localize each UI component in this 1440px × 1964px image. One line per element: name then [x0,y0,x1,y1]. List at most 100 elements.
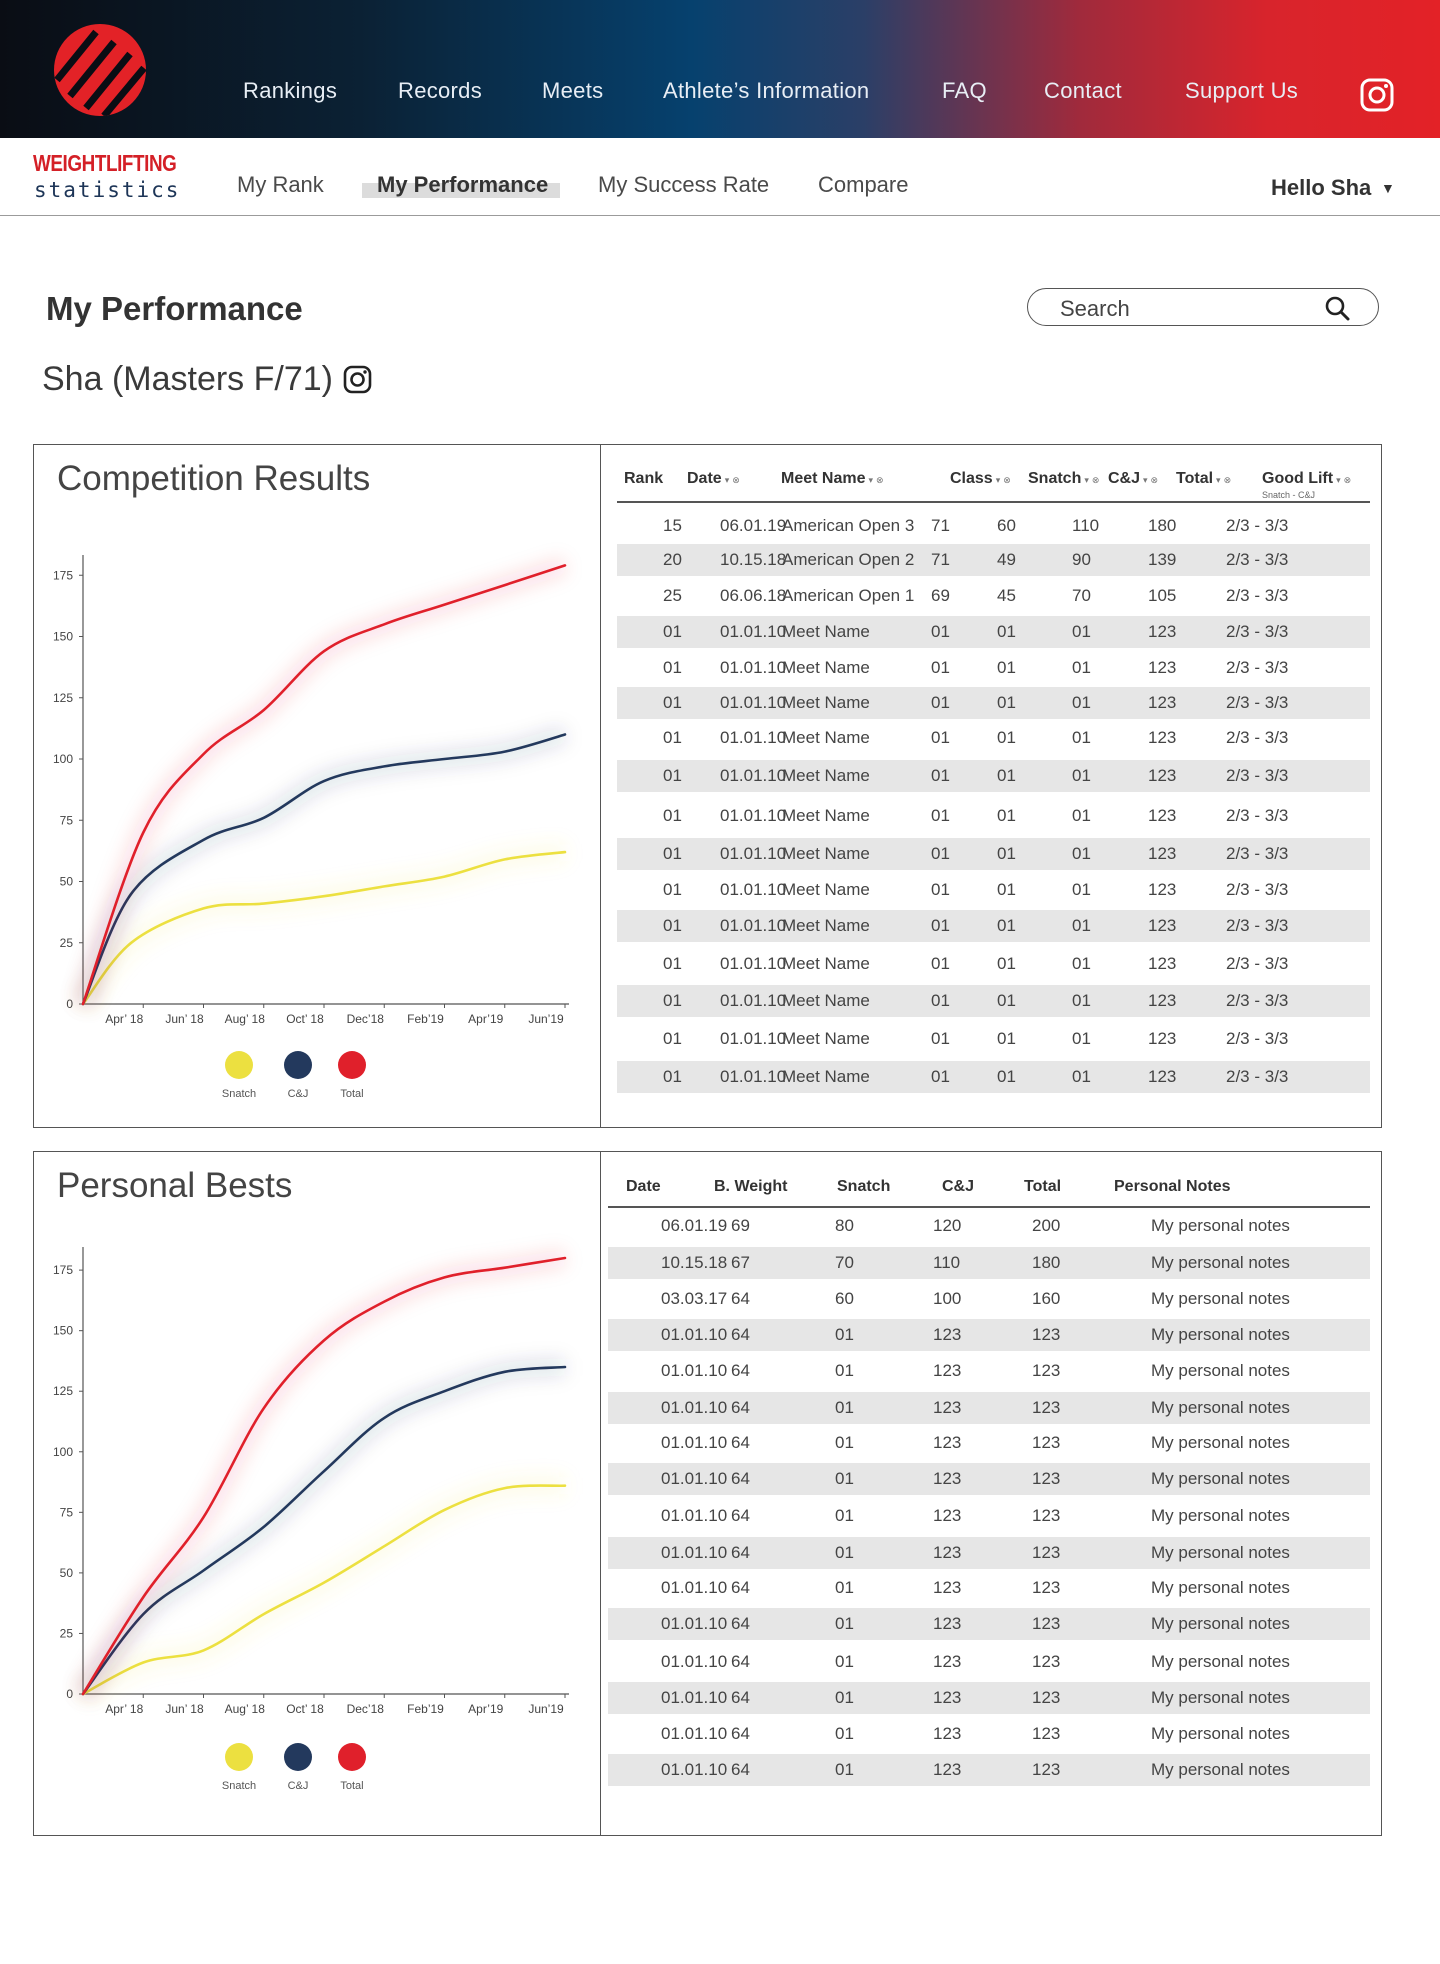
user-greeting[interactable]: Hello Sha [1271,175,1372,200]
table-cell: 01.01.10 [661,1506,728,1525]
table-row[interactable]: 10.15.18 67 70 110 180 My personal notes [608,1247,1370,1279]
table-row[interactable]: 01.01.10 64 01 123 123 My personal notes [608,1463,1370,1495]
table-row[interactable]: 01 01.01.10 Meet Name 01 01 01 123 2/3 - 3/3 [617,800,1370,832]
table-cell: 01 [663,693,682,712]
tab-my-rank[interactable]: My Rank [237,172,324,197]
table-cell: 2/3 - 3/3 [1226,916,1289,935]
col-good-lift[interactable]: Good Lift ▾ ⊗ [1262,470,1352,487]
table-cell: 25 [663,586,682,605]
table-row[interactable]: 01.01.10 64 01 123 123 My personal notes [608,1427,1370,1459]
athlete-name: Sha (Masters F/71) [42,360,333,398]
table-row[interactable]: 01.01.10 64 01 123 123 My personal notes [608,1572,1370,1604]
table-row[interactable]: 01.01.10 64 01 123 123 My personal notes [608,1646,1370,1678]
table-row[interactable]: 01 01.01.10 Meet Name 01 01 01 123 2/3 - 3/3 [617,1023,1370,1055]
tab-my-performance[interactable]: My Performance [377,172,549,197]
x-tick-label: Jun’19 [528,1012,564,1026]
nav-meets[interactable]: Meets [542,78,604,103]
table-row[interactable]: 01.01.10 64 01 123 123 My personal notes [608,1355,1370,1387]
nav-faq[interactable]: FAQ [942,78,987,103]
table-row[interactable]: 03.03.17 64 60 100 160 My personal notes [608,1283,1370,1315]
col-snatch[interactable]: Snatch ▾ ⊗ [1028,470,1100,487]
legend-swatch[interactable] [225,1743,253,1771]
series-line-snatch[interactable] [81,1484,567,1696]
table-row[interactable]: 01.01.10 64 01 123 123 My personal notes [608,1754,1370,1786]
athlete-instagram-icon[interactable] [343,365,372,394]
table-row[interactable]: 01.01.10 64 01 123 123 My personal notes [608,1608,1370,1640]
legend-swatch[interactable] [338,1743,366,1771]
table-cell: 01 [931,658,950,677]
table-cell: 01.01.10 [661,1469,728,1488]
legend-swatch[interactable] [284,1743,312,1771]
tab-my-success-rate[interactable]: My Success Rate [598,172,770,197]
table-row[interactable]: 01 01.01.10 Meet Name 01 01 01 123 2/3 - 3/3 [617,760,1370,792]
nav-support-us[interactable]: Support Us [1185,78,1299,103]
series-line-c-j[interactable] [81,1365,567,1696]
legend-swatch[interactable] [338,1051,366,1079]
col-cj[interactable]: C&J ▾ ⊗ [1108,470,1159,487]
col-rank[interactable]: Rank [624,470,664,487]
col-date[interactable]: Date ▾ ⊗ [687,470,740,487]
col-snatch[interactable]: Snatch [837,1178,891,1195]
legend-swatch[interactable] [284,1051,312,1079]
site-logo-icon[interactable] [52,22,148,118]
table-row[interactable]: 01.01.10 64 01 123 123 My personal notes [608,1537,1370,1569]
x-tick-label: Jun’19 [528,1702,564,1716]
table-row[interactable]: 06.01.19 69 80 120 200 My personal notes [608,1210,1370,1242]
col-body-weight[interactable]: B. Weight [714,1178,788,1195]
table-row[interactable]: 01 01.01.10 Meet Name 01 01 01 123 2/3 - 3/3 [617,652,1370,684]
table-row[interactable]: 15 06.01.19 American Open 3 71 60 110 180 2/3 -… [617,510,1370,542]
search-icon[interactable] [1324,295,1350,321]
x-tick-label: Aug’ 18 [225,1702,266,1716]
table-row[interactable]: 01 01.01.10 Meet Name 01 01 01 123 2/3 - 3/3 [617,948,1370,980]
user-menu-caret-icon[interactable]: ▼ [1381,180,1395,196]
col-meet-name[interactable]: Meet Name ▾ ⊗ [781,470,884,487]
col-cj[interactable]: C&J [942,1178,975,1195]
instagram-icon[interactable] [1360,78,1394,112]
y-tick-label: 50 [60,1566,74,1580]
table-row[interactable]: 01 01.01.10 Meet Name 01 01 01 123 2/3 - 3/3 [617,838,1370,870]
table-row[interactable]: 01 01.01.10 Meet Name 01 01 01 123 2/3 - 3/3 [617,722,1370,754]
table-cell: 01.01.10 [720,954,787,973]
table-row[interactable]: 01 01.01.10 Meet Name 01 01 01 123 2/3 - 3/3 [617,910,1370,942]
nav-athletes-information[interactable]: Athlete’s Information [663,78,870,103]
table-row[interactable]: 01 01.01.10 Meet Name 01 01 01 123 2/3 - 3/3 [617,1061,1370,1093]
table-cell: 110 [933,1253,961,1272]
table-row[interactable]: 01.01.10 64 01 123 123 My personal notes [608,1718,1370,1750]
table-cell: 01 [931,766,950,785]
table-cell: 71 [931,550,950,569]
nav-rankings[interactable]: Rankings [243,78,338,103]
series-line-total[interactable] [81,564,567,1006]
table-row[interactable]: 01.01.10 64 01 123 123 My personal notes [608,1682,1370,1714]
table-cell: 01 [1072,954,1091,973]
series-line-c-j[interactable] [81,733,567,1006]
col-date[interactable]: Date [626,1178,661,1195]
col-total[interactable]: Total ▾ ⊗ [1176,470,1232,487]
col-personal-notes[interactable]: Personal Notes [1114,1178,1231,1195]
col-class[interactable]: Class ▾ ⊗ [950,470,1011,487]
table-row[interactable]: 20 10.15.18 American Open 2 71 49 90 139 2/3 - … [617,544,1370,576]
tab-compare[interactable]: Compare [818,172,909,197]
series-line-total[interactable] [81,1256,567,1696]
table-row[interactable]: 01 01.01.10 Meet Name 01 01 01 123 2/3 - 3/3 [617,616,1370,648]
table-cell: 67 [731,1253,750,1272]
table-row[interactable]: 01 01.01.10 Meet Name 01 01 01 123 2/3 - 3/3 [617,874,1370,906]
nav-contact[interactable]: Contact [1044,78,1122,103]
table-row[interactable]: 01 01.01.10 Meet Name 01 01 01 123 2/3 - 3/3 [617,985,1370,1017]
table-cell: My personal notes [1151,1760,1290,1779]
table-row[interactable]: 25 06.06.18 American Open 1 69 45 70 105 2/3 - … [617,580,1370,612]
table-row[interactable]: 01 01.01.10 Meet Name 01 01 01 123 2/3 - 3/3 [617,687,1370,719]
table-row[interactable]: 01.01.10 64 01 123 123 My personal notes [608,1319,1370,1351]
table-header-rule [617,501,1370,503]
col-total[interactable]: Total [1024,1178,1062,1195]
table-cell: 01.01.10 [720,693,787,712]
table-row[interactable]: 01.01.10 64 01 123 123 My personal notes [608,1392,1370,1424]
table-cell: My personal notes [1151,1543,1290,1562]
legend-swatch[interactable] [225,1051,253,1079]
table-cell: American Open 2 [782,550,915,569]
brand-wordmark[interactable]: WEIGHTLIFTING [33,150,177,176]
table-row[interactable]: 01.01.10 64 01 123 123 My personal notes [608,1500,1370,1532]
nav-records[interactable]: Records [398,78,483,103]
series-line-snatch[interactable] [81,850,567,1006]
search-input[interactable]: Search [1027,288,1379,326]
table-cell: Meet Name [782,806,870,825]
